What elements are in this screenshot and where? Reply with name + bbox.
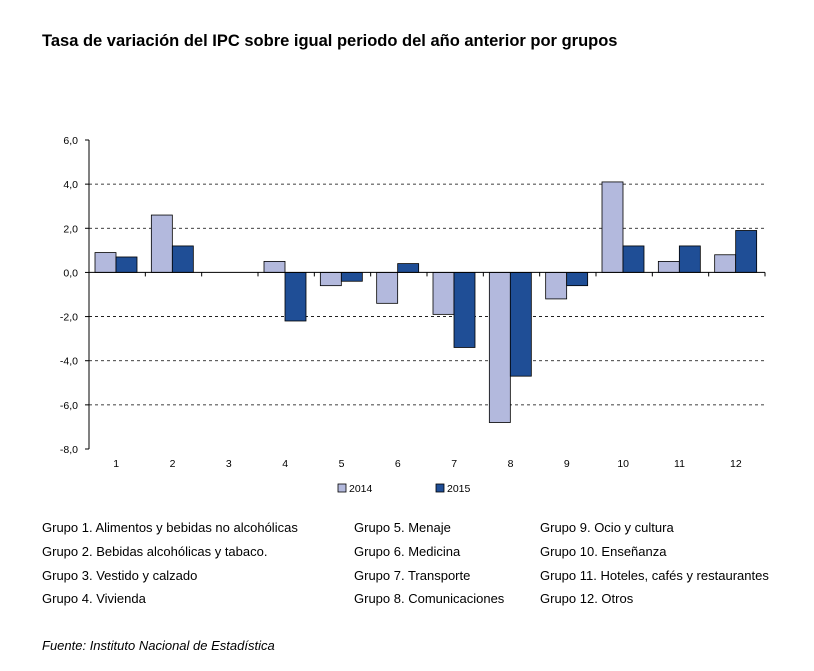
bar-2014-7 <box>432 272 455 315</box>
bar-2014-5 <box>319 272 342 287</box>
group-column-3: Grupo 9. Ocio y cultura Grupo 10. Enseña… <box>540 519 769 614</box>
legend-swatch-2015 <box>435 483 445 493</box>
group-item: Grupo 12. Otros <box>540 591 634 607</box>
bar-2014-2 <box>150 214 173 273</box>
legend-label-2015: 2015 <box>447 483 471 495</box>
y-tick-label: 4,0 <box>63 179 78 191</box>
bar-2015-12 <box>735 230 758 273</box>
y-tick-label: 6,0 <box>63 135 78 147</box>
bar-2014-12 <box>714 254 737 273</box>
x-tick-label: 10 <box>617 458 629 470</box>
x-tick-label: 4 <box>282 458 288 470</box>
group-item: Grupo 9. Ocio y cultura <box>540 520 674 535</box>
legend-label-2014: 2014 <box>349 483 373 495</box>
group-item: Grupo 1. Alimentos y bebidas no alcohóli… <box>42 520 298 535</box>
bar-2015-10 <box>622 245 645 273</box>
bar-2014-10 <box>601 181 624 273</box>
bar-2015-7 <box>453 272 476 348</box>
chart-title: Tasa de variación del IPC sobre igual pe… <box>42 32 618 50</box>
source-note: Fuente: Instituto Nacional de Estadístic… <box>42 638 275 653</box>
group-item: Grupo 11. Hoteles, cafés y restaurantes <box>540 567 769 583</box>
bar-2014-6 <box>376 272 399 304</box>
x-tick-label: 2 <box>170 458 176 470</box>
bar-2015-5 <box>340 272 363 282</box>
x-tick-label: 3 <box>226 458 232 470</box>
bar-2014-8 <box>488 272 511 423</box>
bar-2015-6 <box>397 263 420 273</box>
x-tick-label: 6 <box>395 458 401 470</box>
bar-2014-4 <box>263 260 286 273</box>
group-item: Grupo 8. Comunicaciones <box>354 591 505 607</box>
y-tick-label: 0,0 <box>63 267 78 279</box>
y-tick-label: -6,0 <box>60 400 78 412</box>
x-tick-label: 12 <box>730 458 742 470</box>
bar-2014-9 <box>545 272 568 300</box>
group-item: Grupo 7. Transporte <box>354 567 471 583</box>
bar-2015-4 <box>284 272 307 322</box>
x-tick-label: 11 <box>674 458 685 470</box>
group-item: Grupo 5. Menaje <box>354 520 451 535</box>
group-column-1: Grupo 1. Alimentos y bebidas no alcohóli… <box>42 519 298 614</box>
x-tick-label: 9 <box>564 458 570 470</box>
group-item: Grupo 4. Vivienda <box>42 591 146 607</box>
y-tick-label: -4,0 <box>60 356 78 368</box>
group-item: Grupo 10. Enseñanza <box>540 543 667 559</box>
x-tick-label: 7 <box>451 458 457 470</box>
bar-2015-11 <box>678 245 701 273</box>
x-tick-label: 1 <box>113 458 119 470</box>
group-item: Grupo 2. Bebidas alcohólicas y tabaco. <box>42 543 268 559</box>
x-tick-label: 8 <box>508 458 514 470</box>
bar-2015-9 <box>566 272 589 287</box>
bar-chart: 6,04,02,00,0-2,0-4,0-6,0-8,01 2 3 4 5 6 7 8 9 10 1… <box>60 135 766 495</box>
legend-swatch-2014 <box>337 483 347 493</box>
group-item: Grupo 6. Medicina <box>354 543 461 559</box>
y-tick-label: -8,0 <box>60 444 78 456</box>
bar-2014-1 <box>94 252 117 273</box>
bar-2015-2 <box>171 245 194 273</box>
y-tick-label: 2,0 <box>63 223 78 235</box>
group-item: Grupo 3. Vestido y calzado <box>42 567 198 583</box>
bar-2014-11 <box>657 260 680 273</box>
bar-2015-1 <box>115 256 138 273</box>
x-tick-label: 5 <box>339 458 345 470</box>
bar-2015-8 <box>509 272 532 377</box>
y-tick-label: -2,0 <box>60 312 78 324</box>
group-column-2: Grupo 5. Menaje Grupo 6. Medicina Grupo … <box>354 519 504 614</box>
